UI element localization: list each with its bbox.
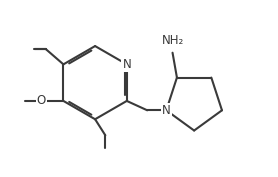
Text: N: N (162, 104, 171, 117)
Text: NH₂: NH₂ (162, 35, 184, 47)
Text: N: N (122, 58, 131, 71)
Text: O: O (37, 95, 46, 107)
